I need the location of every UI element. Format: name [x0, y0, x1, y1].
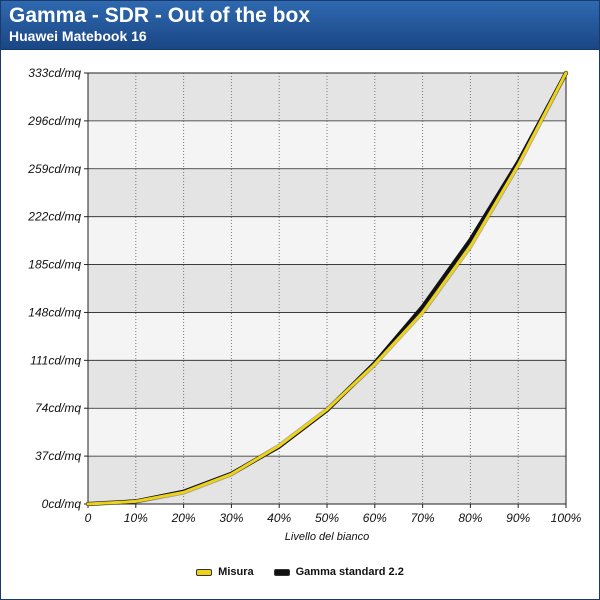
x-tick-label: 10% [124, 511, 148, 525]
y-tick-label: 222cd/mq [27, 210, 81, 224]
x-tick-label: 100% [551, 511, 582, 525]
x-axis-label: Livello del bianco [285, 531, 369, 543]
x-tick-label: 70% [411, 511, 435, 525]
legend-item-measured: Misura [196, 566, 254, 578]
x-tick-label: 50% [315, 511, 339, 525]
x-tick-label: 20% [171, 511, 196, 525]
x-tick-label: 0 [85, 511, 92, 525]
legend-label-reference: Gamma standard 2.2 [295, 566, 404, 578]
gamma-chart: 0cd/mq 37cd/mq 74cd/mq 111cd/mq 148cd/mq 185c… [27, 66, 582, 543]
x-tick-label: 30% [219, 511, 243, 525]
chart-header: Gamma - SDR - Out of the box Huawei Mate… [1, 1, 599, 50]
chart-title: Gamma - SDR - Out of the box [9, 4, 311, 27]
y-tick-label: 111cd/mq [30, 353, 81, 367]
x-tick-label: 80% [458, 511, 482, 525]
series-line-measured [86, 71, 568, 506]
legend-label-measured: Misura [218, 566, 254, 578]
y-tick-label: 148cd/mq [28, 305, 81, 319]
legend-item-reference: Gamma standard 2.2 [273, 566, 404, 578]
y-tick-label: 259cd/mq [27, 162, 81, 176]
y-tick-label: 185cd/mq [28, 258, 81, 272]
plot-band [88, 73, 566, 121]
chart-legend: Misura Gamma standard 2.2 [1, 564, 599, 580]
y-tick-label: 296cd/mq [27, 114, 81, 128]
x-tick-label: 60% [363, 511, 387, 525]
x-tick-label: 90% [506, 511, 530, 525]
y-tick-label: 37cd/mq [35, 449, 81, 463]
x-tick-label: 40% [267, 511, 291, 525]
y-tick-label: 0cd/mq [42, 497, 82, 511]
legend-swatch-measured [196, 568, 213, 576]
chart-subtitle: Huawei Matebook 16 [9, 28, 147, 44]
y-tick-label: 74cd/mq [35, 401, 81, 415]
legend-swatch-reference [273, 568, 290, 576]
y-tick-label: 333cd/mq [28, 66, 81, 80]
